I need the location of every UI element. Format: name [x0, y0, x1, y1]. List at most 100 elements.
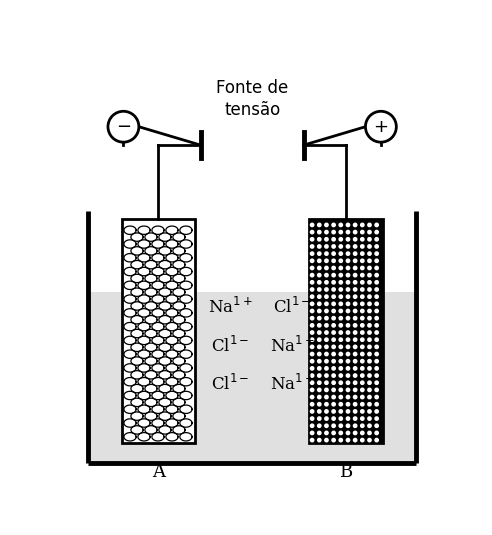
Circle shape	[309, 337, 314, 342]
Circle shape	[338, 373, 343, 378]
Circle shape	[331, 287, 336, 292]
Bar	[89, 292, 416, 463]
Circle shape	[317, 337, 322, 342]
Circle shape	[331, 380, 336, 385]
Circle shape	[309, 416, 314, 421]
Circle shape	[317, 309, 322, 314]
Circle shape	[360, 395, 365, 400]
Circle shape	[374, 287, 379, 292]
Circle shape	[324, 416, 329, 421]
Circle shape	[324, 402, 329, 407]
Circle shape	[360, 294, 365, 299]
Circle shape	[317, 287, 322, 292]
Circle shape	[345, 373, 350, 378]
Circle shape	[345, 244, 350, 249]
Circle shape	[353, 395, 358, 400]
Circle shape	[345, 366, 350, 371]
Circle shape	[374, 409, 379, 414]
Circle shape	[367, 244, 372, 249]
Circle shape	[360, 309, 365, 314]
Bar	[122, 219, 195, 443]
Circle shape	[338, 330, 343, 335]
Circle shape	[338, 395, 343, 400]
Circle shape	[317, 294, 322, 299]
Circle shape	[309, 423, 314, 428]
Circle shape	[345, 416, 350, 421]
Circle shape	[374, 402, 379, 407]
Circle shape	[367, 223, 372, 227]
Circle shape	[317, 265, 322, 270]
Circle shape	[309, 258, 314, 263]
Circle shape	[353, 423, 358, 428]
Circle shape	[338, 366, 343, 371]
Circle shape	[331, 273, 336, 278]
Circle shape	[317, 359, 322, 364]
Circle shape	[324, 287, 329, 292]
Circle shape	[367, 359, 372, 364]
Circle shape	[317, 345, 322, 349]
Circle shape	[331, 301, 336, 306]
Circle shape	[367, 323, 372, 328]
Circle shape	[331, 409, 336, 414]
Circle shape	[317, 366, 322, 371]
Circle shape	[353, 244, 358, 249]
Circle shape	[317, 438, 322, 442]
Circle shape	[309, 373, 314, 378]
Circle shape	[360, 373, 365, 378]
Circle shape	[360, 366, 365, 371]
Circle shape	[353, 416, 358, 421]
Circle shape	[345, 345, 350, 349]
Circle shape	[331, 265, 336, 270]
Circle shape	[345, 280, 350, 285]
Circle shape	[374, 395, 379, 400]
Text: Na$^{1+}$: Na$^{1+}$	[270, 335, 315, 356]
Circle shape	[331, 280, 336, 285]
Circle shape	[309, 330, 314, 335]
Circle shape	[338, 345, 343, 349]
Circle shape	[345, 287, 350, 292]
Circle shape	[309, 230, 314, 234]
Circle shape	[360, 387, 365, 392]
Circle shape	[367, 345, 372, 349]
Text: Cl$^{1-}$: Cl$^{1-}$	[211, 335, 249, 356]
Circle shape	[360, 431, 365, 435]
Circle shape	[345, 265, 350, 270]
Circle shape	[353, 431, 358, 435]
Circle shape	[345, 273, 350, 278]
Circle shape	[324, 351, 329, 356]
Circle shape	[338, 438, 343, 442]
Circle shape	[367, 387, 372, 392]
Circle shape	[360, 337, 365, 342]
Circle shape	[374, 351, 379, 356]
Text: Cl$^{1-}$: Cl$^{1-}$	[274, 297, 312, 317]
Circle shape	[309, 345, 314, 349]
Circle shape	[345, 337, 350, 342]
Circle shape	[317, 330, 322, 335]
Circle shape	[331, 431, 336, 435]
Circle shape	[309, 294, 314, 299]
Circle shape	[367, 265, 372, 270]
Circle shape	[338, 416, 343, 421]
Circle shape	[317, 431, 322, 435]
Circle shape	[374, 380, 379, 385]
Circle shape	[331, 258, 336, 263]
Circle shape	[317, 223, 322, 227]
Circle shape	[367, 380, 372, 385]
Circle shape	[324, 395, 329, 400]
Circle shape	[338, 402, 343, 407]
Circle shape	[360, 251, 365, 256]
Circle shape	[360, 409, 365, 414]
Circle shape	[338, 423, 343, 428]
Circle shape	[360, 230, 365, 234]
Circle shape	[338, 273, 343, 278]
Circle shape	[367, 301, 372, 306]
Circle shape	[324, 330, 329, 335]
Circle shape	[345, 351, 350, 356]
Circle shape	[353, 251, 358, 256]
Circle shape	[309, 265, 314, 270]
Text: Fonte de
tensão: Fonte de tensão	[216, 79, 288, 119]
Circle shape	[309, 273, 314, 278]
Circle shape	[324, 280, 329, 285]
Circle shape	[367, 402, 372, 407]
Circle shape	[345, 301, 350, 306]
